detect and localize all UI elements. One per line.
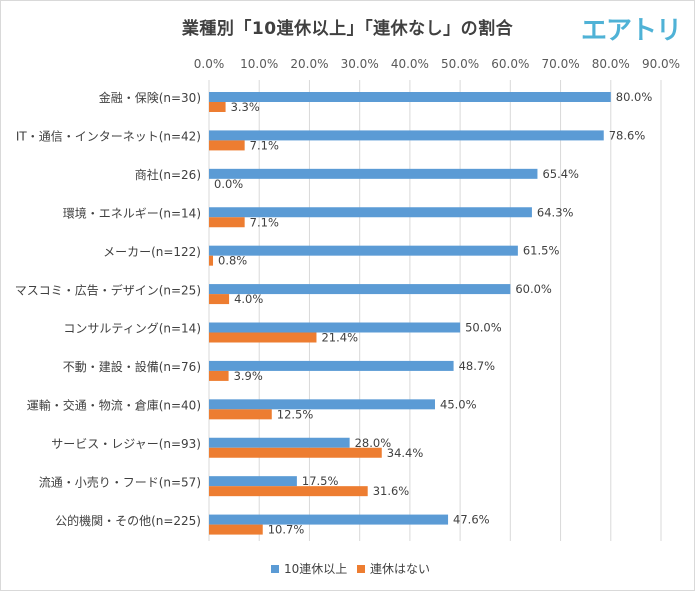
x-tick-label: 30.0% [341, 57, 379, 71]
x-tick-label: 20.0% [290, 57, 328, 71]
bar-series-1 [209, 437, 350, 448]
data-label: 4.0% [234, 292, 263, 306]
bar-series-1 [209, 514, 449, 525]
category-label: 不動・建設・設備(n=76) [63, 359, 201, 374]
data-label: 60.0% [515, 282, 552, 296]
bar-series-1 [209, 476, 297, 487]
data-label: 64.3% [537, 205, 574, 219]
bar-series-2 [209, 370, 229, 381]
bar-series-2 [209, 409, 272, 420]
category-label: 公的機関・その他(n=225) [55, 513, 201, 528]
bar-series-2 [209, 102, 226, 112]
data-label: 47.6% [453, 513, 490, 527]
category-label: 流通・小売り・フード(n=57) [39, 474, 201, 489]
category-label: コンサルティング(n=14) [63, 322, 201, 336]
data-label: 50.0% [465, 321, 502, 335]
x-tick-label: 60.0% [491, 57, 529, 71]
bar-series-2 [209, 140, 245, 151]
bar-series-1 [209, 92, 611, 102]
data-label: 31.6% [373, 484, 410, 498]
data-label: 65.4% [542, 167, 579, 181]
data-label: 7.1% [250, 138, 279, 152]
bar-series-2 [209, 447, 382, 458]
data-label: 45.0% [440, 397, 477, 411]
data-label: 21.4% [321, 331, 358, 345]
data-label: 17.5% [302, 474, 339, 488]
category-label: サービス・レジャー(n=93) [51, 437, 201, 451]
category-label: 運輸・交通・物流・倉庫(n=40) [27, 398, 201, 413]
data-label: 80.0% [616, 90, 653, 104]
legend-swatch-series-1 [271, 564, 279, 573]
legend-item-series-2: 連休はない [357, 560, 430, 577]
legend-label-series-1: 10連休以上 [284, 562, 348, 576]
data-label: 12.5% [277, 407, 314, 421]
x-tick-label: 10.0% [240, 57, 278, 71]
x-tick-label: 90.0% [642, 57, 680, 71]
bar-series-1 [209, 360, 454, 371]
x-tick-label: 0.0% [194, 57, 225, 71]
category-label: マスコミ・広告・デザイン(n=25) [15, 282, 201, 297]
bar-series-1 [209, 245, 518, 256]
bar-series-2 [209, 524, 263, 535]
bar-series-2 [209, 294, 230, 305]
data-label: 48.7% [459, 359, 496, 373]
bar-series-2 [209, 255, 214, 266]
legend-item-series-1: 10連休以上 [271, 560, 347, 577]
category-label: メーカー(n=122) [103, 245, 201, 259]
bar-series-1 [209, 207, 532, 218]
data-label: 61.5% [523, 244, 560, 258]
bar-series-2 [209, 217, 245, 228]
legend-label-series-2: 連休はない [370, 562, 431, 576]
data-label: 0.0% [214, 177, 243, 191]
bar-series-1 [209, 284, 511, 295]
data-label: 78.6% [609, 128, 646, 142]
x-tick-label: 80.0% [592, 57, 630, 71]
category-label: 金融・保険(n=30) [99, 90, 201, 105]
data-label: 3.3% [231, 100, 260, 114]
bar-series-1 [209, 322, 461, 333]
bar-series-2 [209, 486, 368, 497]
category-label: 環境・エネルギー(n=14) [63, 205, 201, 220]
bar-series-2 [209, 332, 317, 343]
data-label: 0.8% [218, 254, 247, 268]
x-tick-label: 40.0% [391, 57, 429, 71]
data-label: 7.1% [250, 215, 279, 229]
bar-series-1 [209, 399, 435, 410]
category-label: 商社(n=26) [135, 167, 201, 182]
data-label: 10.7% [268, 523, 305, 537]
legend-swatch-series-2 [357, 564, 365, 573]
category-label: IT・通信・インターネット(n=42) [16, 130, 201, 144]
data-label: 28.0% [355, 436, 392, 450]
brand-logo: エアトリ [581, 16, 682, 46]
x-tick-label: 70.0% [541, 57, 579, 71]
data-label: 34.4% [387, 446, 424, 460]
chart-title: 業種別「10連休以上」「連休なし」の割合 [181, 19, 514, 39]
x-tick-label: 50.0% [441, 57, 479, 71]
data-label: 3.9% [234, 369, 263, 383]
bar-series-1 [209, 130, 604, 141]
bar-series-1 [209, 168, 538, 179]
